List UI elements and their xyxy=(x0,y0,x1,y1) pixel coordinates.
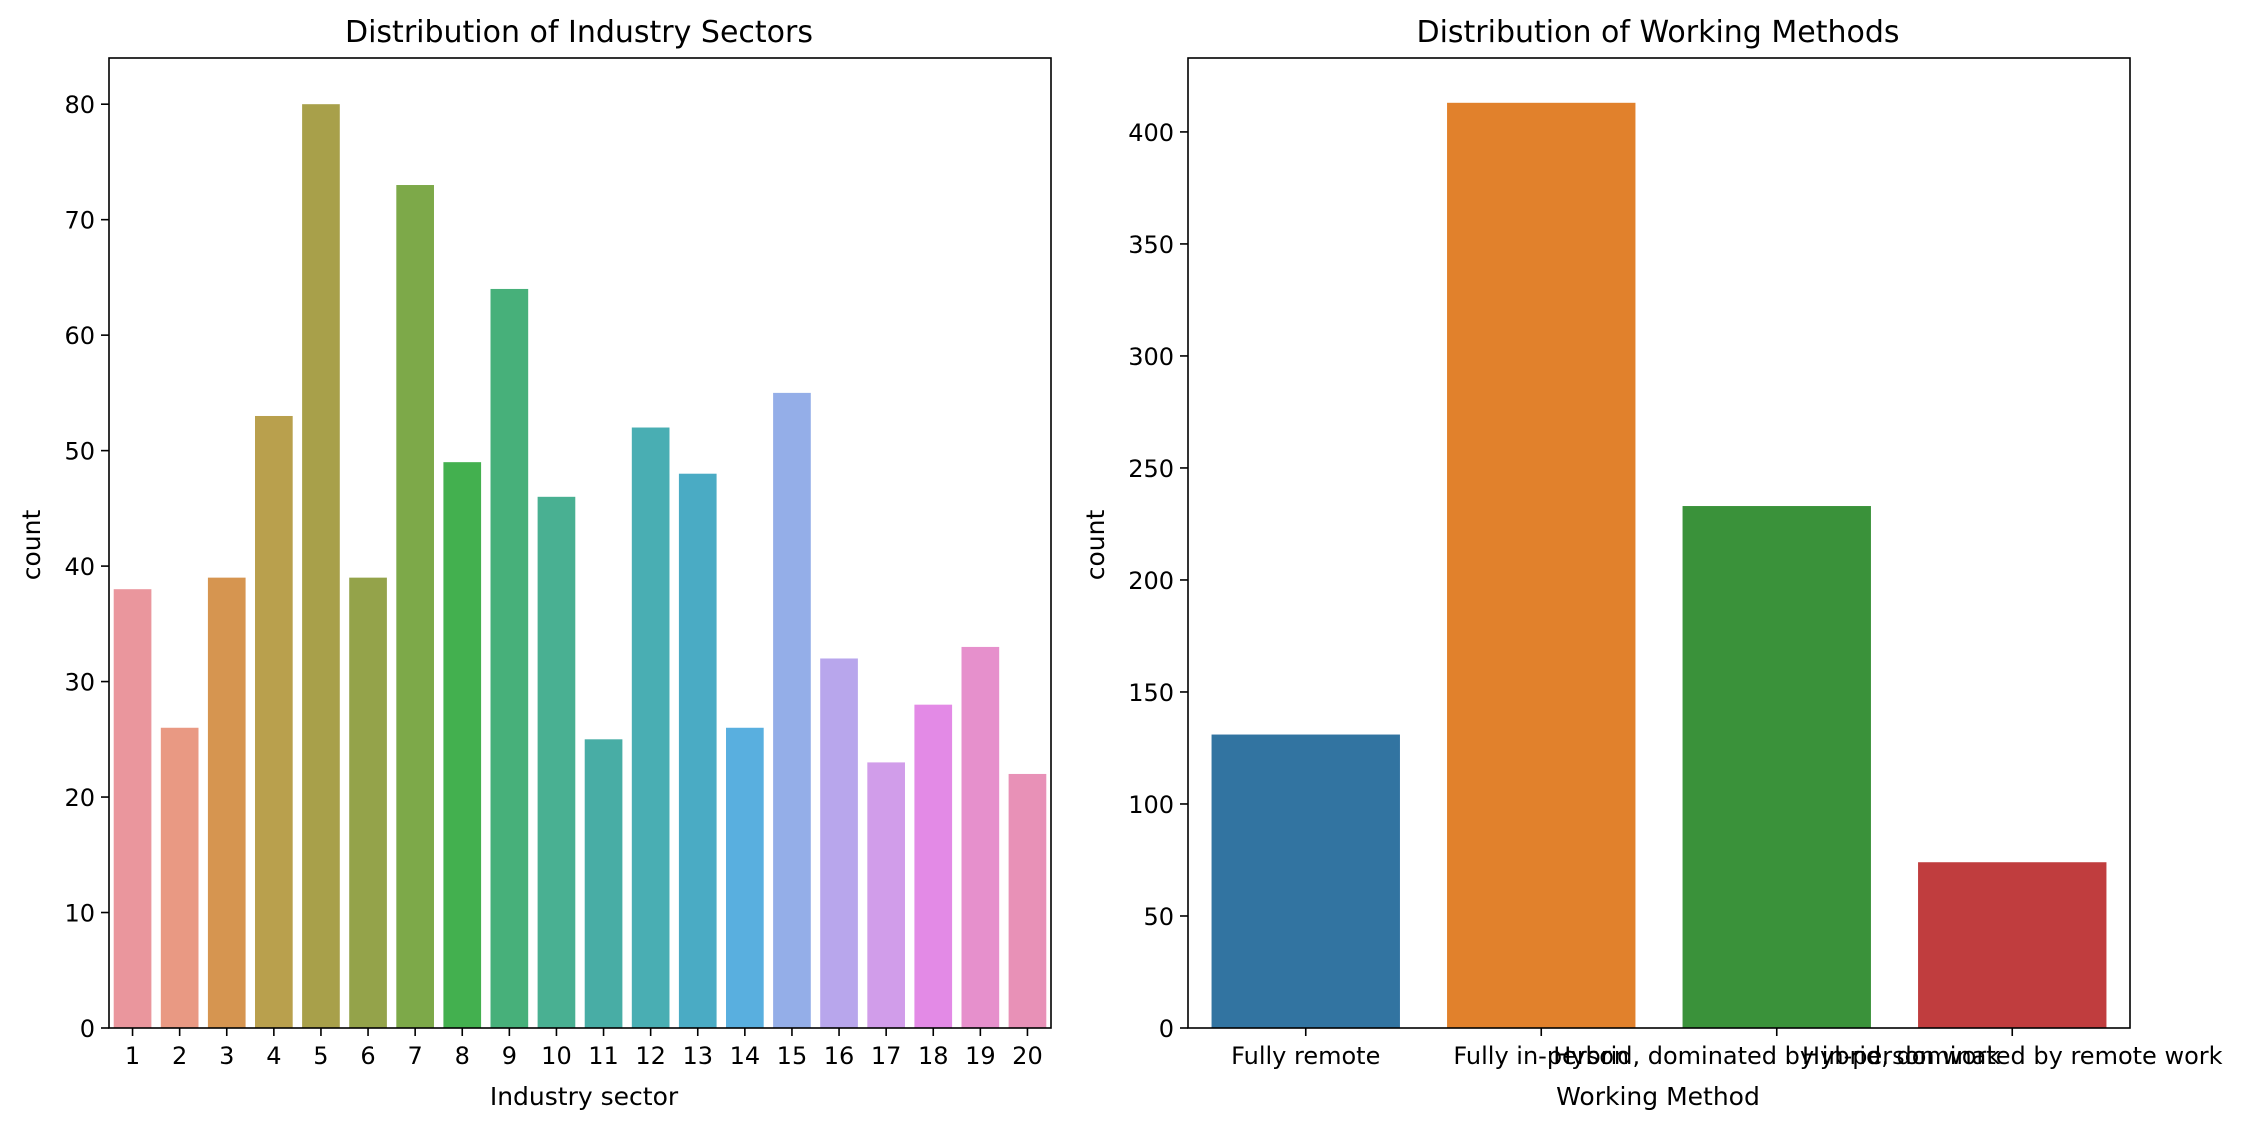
bar xyxy=(1008,773,1047,1028)
x-tick-label: 6 xyxy=(360,1042,375,1070)
plot-frame xyxy=(108,57,1052,1029)
bar xyxy=(255,415,293,1029)
x-ticks: 1 2 3 4 5 6 7 8 9 10 11 12 13 14 15 16 17 18 19 20 xyxy=(125,1028,1043,1070)
bar xyxy=(867,762,905,1028)
y-tick-label: 20 xyxy=(64,784,95,812)
bar xyxy=(726,727,764,1028)
bar xyxy=(443,462,482,1028)
y-tick-label: 100 xyxy=(1128,791,1174,819)
bar xyxy=(113,589,152,1028)
y-ticks: 0 50 100 150 200 250 300 350 400 xyxy=(1128,119,1188,1043)
bar xyxy=(396,185,434,1028)
bar xyxy=(1682,506,1871,1028)
y-tick-label: 150 xyxy=(1128,679,1174,707)
bar xyxy=(490,288,529,1028)
bar xyxy=(584,739,623,1028)
bar xyxy=(302,104,340,1028)
x-tick-label: 7 xyxy=(408,1042,423,1070)
x-tick-label: Fully remote xyxy=(1231,1042,1380,1070)
y-axis-label: count xyxy=(17,510,46,581)
x-tick-label: 8 xyxy=(455,1042,470,1070)
y-tick-label: 250 xyxy=(1128,455,1174,483)
working-methods-chart: Distribution of Working Methods Working … xyxy=(1081,15,2223,1111)
x-tick-label: 20 xyxy=(1012,1042,1043,1070)
y-tick-label: 0 xyxy=(1159,1015,1174,1043)
bars xyxy=(1211,102,2107,1029)
x-tick-label: 3 xyxy=(219,1042,234,1070)
bar xyxy=(1918,862,2107,1028)
y-tick-label: 350 xyxy=(1128,231,1174,259)
x-tick-label: 19 xyxy=(965,1042,996,1070)
bar xyxy=(1447,102,1636,1029)
y-tick-label: 60 xyxy=(64,322,95,350)
bar xyxy=(1211,734,1400,1028)
y-tick-label: 10 xyxy=(64,900,95,928)
x-tick-label: 2 xyxy=(172,1042,187,1070)
bar xyxy=(537,496,576,1028)
x-tick-label: 12 xyxy=(635,1042,666,1070)
chart-title: Distribution of Industry Sectors xyxy=(345,15,813,50)
y-tick-label: 40 xyxy=(64,553,95,581)
y-tick-label: 70 xyxy=(64,207,95,235)
x-tick-label: Hybrid, dominated by in-person work xyxy=(1553,1042,2000,1070)
y-tick-label: 80 xyxy=(64,91,95,119)
x-tick-label: 10 xyxy=(541,1042,572,1070)
x-tick-label: 14 xyxy=(730,1042,761,1070)
bar xyxy=(631,427,670,1028)
bars xyxy=(113,104,1047,1029)
x-tick-label: 13 xyxy=(682,1042,713,1070)
x-tick-label: 4 xyxy=(266,1042,281,1070)
x-tick-label: 16 xyxy=(824,1042,855,1070)
x-tick-label: 18 xyxy=(918,1042,949,1070)
bar xyxy=(820,658,858,1028)
bar xyxy=(773,392,811,1028)
bar xyxy=(914,704,953,1028)
x-tick-label: 11 xyxy=(588,1042,619,1070)
y-tick-label: 30 xyxy=(64,669,95,697)
bar xyxy=(678,473,717,1029)
y-tick-label: 50 xyxy=(64,438,95,466)
x-tick-label: Fully in-person xyxy=(1453,1042,1629,1070)
x-tick-label: 17 xyxy=(871,1042,902,1070)
y-tick-label: 200 xyxy=(1128,567,1174,595)
x-tick-label: Hybrid, dominated by remote work xyxy=(1802,1042,2223,1070)
x-tick-label: 5 xyxy=(313,1042,328,1070)
y-tick-label: 0 xyxy=(80,1015,95,1043)
chart-title: Distribution of Working Methods xyxy=(1416,15,1899,50)
industry-sectors-chart: Distribution of Industry Sectors Industr… xyxy=(17,15,1052,1111)
y-tick-label: 50 xyxy=(1143,903,1174,931)
bar xyxy=(207,577,246,1028)
y-axis-label: count xyxy=(1081,510,1110,581)
plot-frame xyxy=(1187,57,2131,1029)
y-ticks: 0 10 20 30 40 50 60 70 80 xyxy=(64,91,109,1043)
bar xyxy=(349,577,387,1028)
x-tick-label: 15 xyxy=(777,1042,808,1070)
bar xyxy=(160,727,199,1028)
x-tick-label: 1 xyxy=(125,1042,140,1070)
y-tick-label: 400 xyxy=(1128,119,1174,147)
x-tick-label: 9 xyxy=(502,1042,517,1070)
x-axis-label: Working Method xyxy=(1556,1082,1760,1111)
y-tick-label: 300 xyxy=(1128,343,1174,371)
x-axis-label: Industry sector xyxy=(490,1082,679,1111)
bar xyxy=(961,646,1000,1028)
